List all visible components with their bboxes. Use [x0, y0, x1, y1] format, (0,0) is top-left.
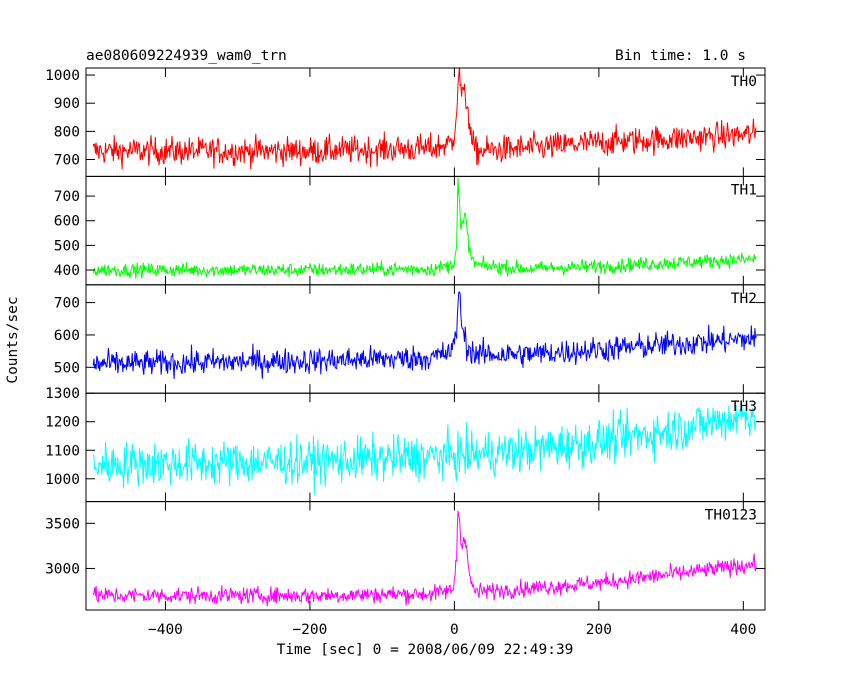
y-tick-label: 700	[54, 189, 80, 205]
panel-frame	[85, 501, 766, 611]
y-tick-label: 500	[54, 238, 80, 254]
y-axis-label: Counts/sec	[5, 296, 21, 383]
y-tick-label: 1000	[45, 472, 80, 488]
x-tick-label: −200	[292, 622, 327, 638]
panel-th2: 500 600 700 TH2	[54, 284, 766, 394]
panel-th1: 400 500 600 700 TH1	[54, 175, 766, 286]
panel-th0123: 3000 3500 TH0123	[45, 501, 766, 611]
y-tick-label: 1200	[45, 415, 80, 431]
panel-label-th0: TH0	[731, 74, 757, 90]
series-line-th0123	[92, 510, 757, 607]
y-tick-label: 700	[54, 296, 80, 312]
panel-th3: 1000 1100 1200 1300 TH3	[45, 386, 766, 503]
x-tick-label: −400	[148, 622, 183, 638]
y-tick-label: 900	[54, 96, 80, 112]
y-tick-label: 400	[54, 263, 80, 279]
y-tick-label: 1300	[45, 386, 80, 402]
y-tick-label: 1100	[45, 443, 80, 459]
series-line-th1	[92, 177, 757, 279]
panel-th0: 700 800 900 1000 TH0	[45, 67, 766, 177]
panel-label-th2: TH2	[731, 291, 757, 307]
bin-time-label: Bin time: 1.0 s	[615, 48, 746, 64]
chart-title: ae080609224939_wam0_trn	[86, 48, 287, 64]
series-line-th0	[92, 68, 757, 170]
panel-frame	[85, 175, 766, 286]
y-tick-label: 3000	[45, 561, 80, 577]
panel-label-th0123: TH0123	[705, 508, 757, 524]
y-tick-label: 700	[54, 153, 80, 169]
y-tick-label: 3500	[45, 516, 80, 532]
y-tick-label: 1000	[45, 68, 80, 84]
y-tick-label: 600	[54, 328, 80, 344]
x-tick-label: 400	[730, 622, 756, 638]
x-axis-label: Time [sec] 0 = 2008/06/09 22:49:39	[277, 642, 574, 658]
series-line-th2	[92, 291, 757, 380]
y-tick-label: 600	[54, 214, 80, 230]
panel-frame	[85, 284, 766, 394]
x-tick-label: 0	[450, 622, 459, 638]
y-tick-label: 500	[54, 360, 80, 376]
x-tick-label: 200	[586, 622, 612, 638]
panel-label-th1: TH1	[731, 182, 757, 198]
panels: 700 800 900 1000 TH0 400 500 600 700 TH1 500 600 700…	[45, 67, 766, 638]
y-tick-label: 800	[54, 124, 80, 140]
panel-label-th3: TH3	[731, 399, 757, 415]
series-line-th3	[92, 404, 757, 495]
